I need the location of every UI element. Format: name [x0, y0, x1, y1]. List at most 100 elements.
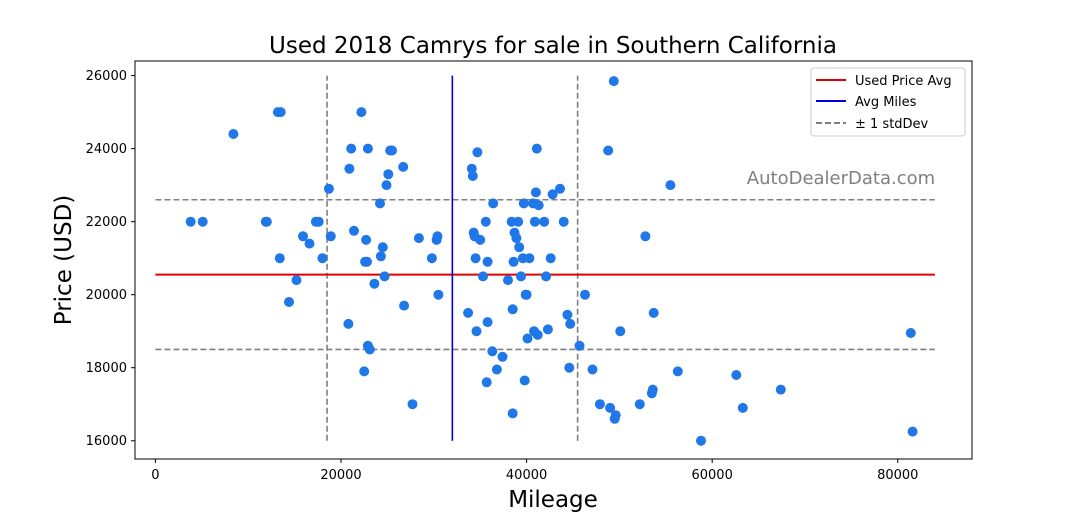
data-point: [359, 366, 370, 377]
data-point: [480, 216, 491, 227]
y-tick-label: 18000: [86, 361, 127, 376]
legend-label-std-dev: ± 1 stdDev: [855, 117, 929, 132]
data-point: [432, 231, 443, 242]
data-point: [907, 426, 918, 437]
y-tick-label: 16000: [86, 434, 127, 449]
plot-frame: [134, 60, 973, 460]
x-tick-label: 20000: [320, 468, 361, 483]
data-point: [503, 275, 513, 286]
data-point: [481, 377, 492, 388]
data-point: [228, 129, 239, 139]
data-point: [640, 231, 651, 242]
legend: Used Price Avg Avg Miles ± 1 stdDev: [810, 67, 966, 137]
data-point: [197, 216, 208, 227]
data-point: [532, 329, 543, 340]
legend-label-avg-miles: Avg Miles: [855, 95, 917, 110]
data-point: [369, 278, 380, 289]
data-point: [529, 216, 540, 227]
data-point: [466, 163, 477, 174]
data-point: [325, 231, 336, 242]
data-point: [344, 163, 355, 174]
data-point: [487, 346, 498, 357]
y-tick-label: 26000: [86, 69, 127, 84]
data-point: [433, 289, 444, 300]
data-point: [398, 161, 409, 172]
data-point: [261, 216, 272, 227]
data-point: [362, 256, 372, 267]
data-point: [905, 328, 916, 338]
data-point: [274, 253, 285, 264]
watermark-text: AutoDealerData.com: [747, 168, 935, 189]
data-point: [313, 216, 324, 227]
y-tick-label: 22000: [86, 215, 127, 230]
data-point: [475, 234, 486, 245]
chart-title: Used 2018 Camrys for sale in Southern Ca…: [269, 33, 837, 59]
data-point: [482, 317, 493, 328]
data-point: [407, 399, 418, 410]
data-point: [562, 309, 573, 320]
data-point: [478, 271, 488, 282]
data-point: [375, 251, 386, 262]
data-point: [470, 253, 481, 264]
data-point: [379, 271, 390, 282]
data-point: [511, 233, 522, 244]
data-points: [185, 76, 918, 446]
data-point: [580, 289, 590, 300]
data-point: [377, 242, 388, 253]
data-point: [524, 253, 535, 264]
data-point: [491, 364, 502, 375]
data-point: [555, 183, 565, 194]
data-point: [482, 256, 493, 267]
data-point: [426, 253, 437, 264]
data-point: [291, 275, 302, 286]
x-tick-label: 60000: [691, 468, 732, 483]
y-axis-title: Price (USD): [51, 195, 77, 326]
data-point: [539, 216, 550, 227]
y-tick-label: 24000: [86, 142, 127, 157]
x-tick-label: 40000: [506, 468, 547, 483]
data-point: [185, 216, 196, 227]
data-point: [545, 253, 556, 264]
data-point: [362, 143, 373, 154]
data-point: [610, 410, 621, 421]
data-point: [361, 234, 372, 245]
data-point: [383, 169, 394, 180]
data-point: [508, 256, 519, 267]
data-point: [488, 198, 499, 209]
x-axis: 0 20000 40000 60000 80000: [151, 459, 918, 483]
data-point: [317, 253, 328, 264]
data-point: [516, 271, 526, 282]
x-axis-title: Mileage: [508, 487, 598, 513]
data-point: [463, 307, 474, 318]
data-point: [648, 307, 659, 318]
data-point: [349, 225, 359, 236]
data-point: [298, 231, 308, 242]
data-point: [514, 242, 525, 253]
data-point: [375, 198, 385, 209]
data-point: [522, 333, 533, 344]
data-point: [530, 187, 541, 198]
data-point: [467, 171, 478, 181]
data-point: [519, 375, 530, 386]
data-point: [605, 402, 616, 413]
data-point: [533, 200, 544, 211]
data-point: [565, 318, 576, 329]
data-point: [672, 366, 683, 377]
plot-area: [134, 60, 973, 460]
legend-box: [810, 67, 966, 137]
data-point: [531, 143, 542, 154]
data-point: [647, 384, 658, 395]
legend-label-price-avg: Used Price Avg: [855, 74, 952, 89]
data-point: [564, 362, 575, 373]
data-point: [497, 351, 508, 362]
data-point: [381, 180, 392, 191]
data-point: [275, 107, 286, 118]
data-point: [518, 198, 529, 209]
data-point: [574, 340, 585, 351]
data-point: [364, 344, 375, 355]
y-tick-label: 20000: [86, 288, 127, 303]
data-point: [387, 145, 397, 156]
data-point: [665, 180, 676, 191]
data-point: [284, 297, 294, 307]
data-point: [558, 216, 569, 227]
